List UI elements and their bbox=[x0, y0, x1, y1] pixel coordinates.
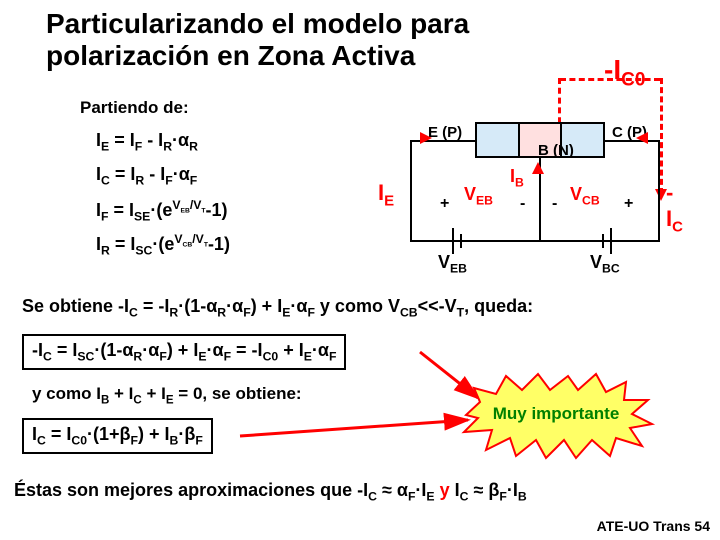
arrow-ic bbox=[636, 132, 648, 144]
box-eq-2: IC = IC0·(1+βF) + IB·βF bbox=[22, 418, 213, 454]
eq-ic: IC = IR - IF·αF bbox=[96, 164, 197, 188]
circuit-diagram: E (P) C (P) B (N) IE -IC IB VEB VCB + - … bbox=[360, 118, 660, 278]
starburst-callout: Muy importante bbox=[456, 370, 656, 460]
ic0-label: -IC0 bbox=[604, 54, 645, 92]
src-left-long bbox=[452, 228, 454, 254]
veb-src-label: VEB bbox=[438, 252, 467, 276]
title-line2: polarización en Zona Activa bbox=[46, 40, 415, 71]
veb-label: VEB bbox=[464, 184, 493, 208]
ie-label: IE bbox=[378, 180, 394, 209]
arrow-ib bbox=[532, 162, 544, 174]
since-line: y como IB + IC + IE = 0, se obtiene: bbox=[32, 384, 302, 406]
minus-2: - bbox=[552, 195, 557, 213]
plus-2: + bbox=[624, 195, 633, 213]
eq-ir: IR = ISC·(eVCB/VT-1) bbox=[96, 232, 230, 258]
vcb-label: VCB bbox=[570, 184, 600, 208]
wire-br bbox=[612, 240, 660, 242]
wire-bm2 bbox=[540, 240, 602, 242]
box-eq-1: -IC = ISC·(1-αR·αF) + IE·αF = -IC0 + IE·… bbox=[22, 334, 346, 370]
minus-1: - bbox=[520, 195, 525, 213]
starburst-text: Muy importante bbox=[456, 404, 656, 424]
eq-ie: IE = IF - IR·αR bbox=[96, 130, 198, 154]
title-line1: Particularizando el modelo para bbox=[46, 8, 469, 39]
footer-label: ATE-UO Trans 54 bbox=[597, 518, 710, 534]
final-line: Éstas son mejores aproximaciones que -IC… bbox=[14, 480, 527, 504]
wire-c-down bbox=[658, 140, 660, 240]
ic-label: -IC bbox=[666, 180, 683, 235]
plus-1: + bbox=[440, 195, 449, 213]
wire-bl bbox=[410, 240, 452, 242]
src-right-short bbox=[602, 234, 604, 248]
wire-bm1 bbox=[462, 240, 540, 242]
vbc-src-label: VBC bbox=[590, 252, 620, 276]
ib-label: IB bbox=[510, 166, 524, 190]
eq-if: IF = ISE·(eVEB/VT-1) bbox=[96, 198, 228, 224]
wire-c bbox=[605, 140, 660, 142]
subheading: Partiendo de: bbox=[80, 98, 189, 118]
wire-e-down bbox=[410, 140, 412, 240]
arrow-ie bbox=[420, 132, 432, 144]
e-label: E (P) bbox=[428, 124, 462, 141]
b-label: B (N) bbox=[538, 142, 574, 159]
dashed-line-h1 bbox=[560, 78, 660, 81]
obtain-line: Se obtiene -IC = -IR·(1-αR·αF) + IE·αF y… bbox=[22, 296, 533, 320]
dashed-line-v2 bbox=[660, 78, 663, 194]
p-region-e bbox=[477, 124, 518, 156]
